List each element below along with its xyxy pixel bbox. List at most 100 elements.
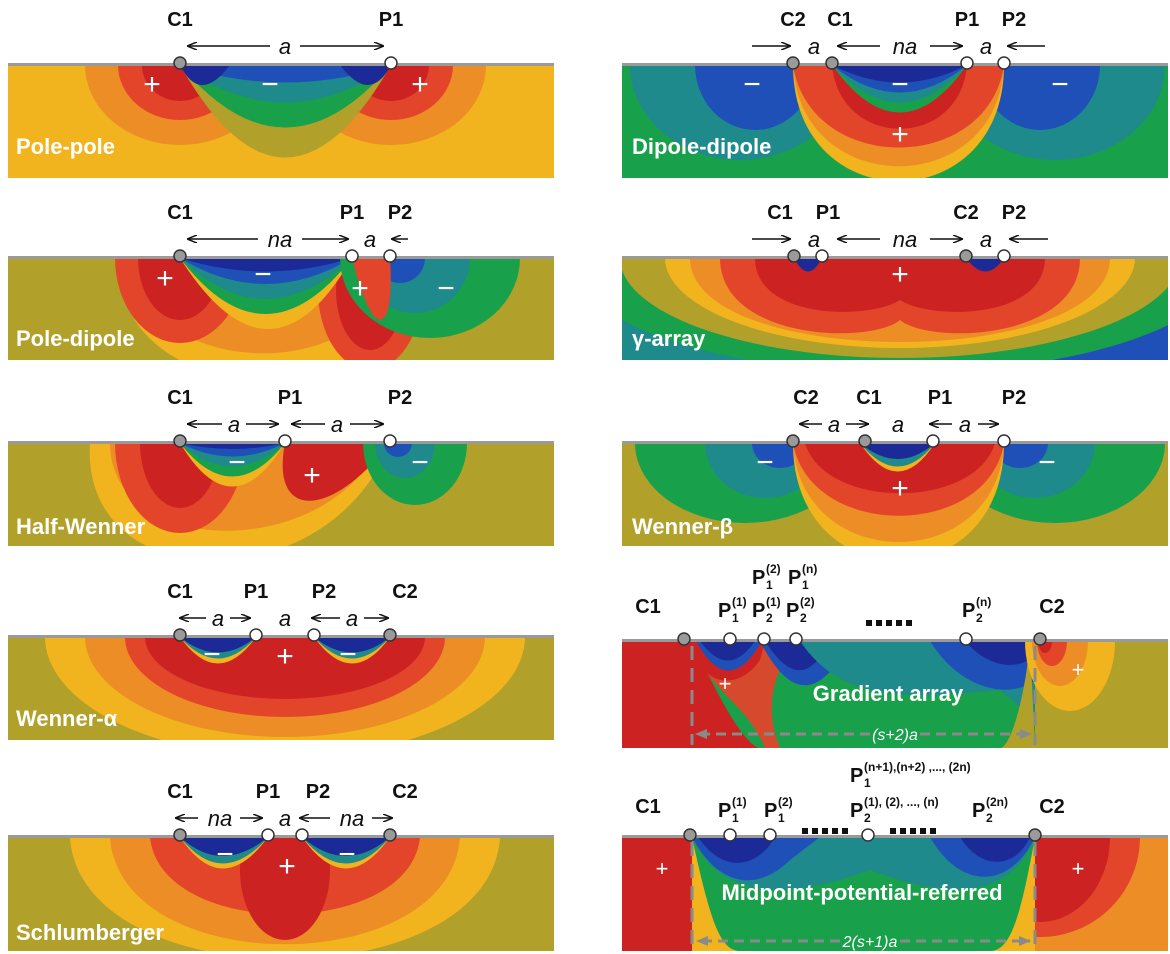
electrode-label: P2 xyxy=(1002,9,1026,31)
polarity-sign: − xyxy=(756,446,774,479)
electrode-label-p2-2n: P (2n) 2 xyxy=(972,795,1008,825)
current-electrode xyxy=(383,628,397,642)
current-electrode xyxy=(825,56,839,70)
svg-text:P: P xyxy=(962,600,975,622)
svg-text:2: 2 xyxy=(986,811,993,825)
electrode-label: C2 xyxy=(1039,796,1065,818)
potential-electrode xyxy=(861,828,875,842)
section-schlumberger xyxy=(8,837,554,951)
svg-text:1: 1 xyxy=(778,811,785,825)
electrode-label: C1 xyxy=(167,581,193,603)
svg-text:1: 1 xyxy=(802,578,809,592)
polarity-sign: + xyxy=(276,640,294,673)
potential-electrode xyxy=(723,828,737,842)
electrode-label: C1 xyxy=(167,387,193,409)
polarity-sign: + xyxy=(143,68,161,101)
ellipsis-dots xyxy=(866,620,912,626)
potential-electrode xyxy=(997,249,1011,263)
electrode-label: P2 xyxy=(388,202,412,224)
svg-text:(n): (n) xyxy=(976,595,991,609)
polarity-sign: − xyxy=(203,638,221,671)
panel-title: Pole-dipole xyxy=(16,326,135,351)
electrode-label: P2 xyxy=(312,581,336,603)
electrode-label: P2 xyxy=(1002,202,1026,224)
labels-schlumberger: C1 P1 P2 C2 na a na − + − Schlumberger xyxy=(16,781,418,945)
labels-half-wenner: C1 P1 P2 a a − + − Half-Wenner xyxy=(16,387,429,539)
polarity-sign: + xyxy=(411,68,429,101)
current-electrode xyxy=(683,828,697,842)
electrode-label-p1-2: P (2) 1 xyxy=(752,562,781,592)
current-electrode xyxy=(173,249,187,263)
current-electrode xyxy=(677,632,691,646)
svg-text:P: P xyxy=(972,800,985,822)
section-gamma-array xyxy=(622,258,1168,360)
svg-text:1: 1 xyxy=(766,578,773,592)
potential-electrode xyxy=(278,434,292,448)
spacing-label: na xyxy=(340,806,364,831)
electrode-label: C2 xyxy=(392,781,418,803)
labels-pole-dipole: C1 P1 P2 na a + − + − Pole-dipole xyxy=(16,202,455,351)
section-pole-pole xyxy=(8,65,554,178)
polarity-sign: + xyxy=(891,258,909,291)
span-label: 2(s+1)a xyxy=(842,934,898,951)
electrode-label-p1-2: P (2) 1 xyxy=(764,795,793,825)
labels-dipole-dipole: C2 C1 P1 P2 a na a − − + − Dipole-dipole xyxy=(632,9,1069,159)
spacing-label: a xyxy=(828,412,840,437)
potential-electrode xyxy=(383,249,397,263)
spacing-label: a xyxy=(364,227,376,252)
svg-text:P: P xyxy=(718,600,731,622)
spacing-label: na xyxy=(893,227,917,252)
svg-text:P: P xyxy=(786,600,799,622)
panel-schlumberger xyxy=(8,837,554,951)
spacing-label: a xyxy=(279,806,291,831)
polarity-sign: + xyxy=(719,671,732,696)
section-half-wenner xyxy=(8,443,554,546)
potential-electrode xyxy=(261,828,275,842)
spacing-label: a xyxy=(279,606,291,631)
polarity-sign: − xyxy=(743,68,761,101)
potential-electrode xyxy=(960,56,974,70)
section-dipole-dipole xyxy=(622,65,1168,178)
electrode-label: C1 xyxy=(167,781,193,803)
panel-title: Half-Wenner xyxy=(16,514,146,539)
potential-electrode xyxy=(307,628,321,642)
svg-text:2: 2 xyxy=(864,811,871,825)
electrode-label: C1 xyxy=(167,202,193,224)
current-electrode xyxy=(173,628,187,642)
electrode-label-p2-n: P (n) 2 xyxy=(962,595,991,625)
polarity-sign: − xyxy=(437,272,455,305)
electrode-label-p2-1: P (1) 2 xyxy=(752,595,781,625)
electrode-label: C1 xyxy=(167,9,193,31)
panel-title: Pole-pole xyxy=(16,134,115,159)
polarity-sign: + xyxy=(278,850,296,883)
current-electrode xyxy=(786,434,800,448)
electrode-label: P1 xyxy=(244,581,268,603)
spacing-label: a xyxy=(228,412,240,437)
svg-text:2: 2 xyxy=(766,611,773,625)
svg-text:(2): (2) xyxy=(800,595,815,609)
polarity-sign: + xyxy=(351,272,369,305)
labels-wenner-alpha: C1 P1 P2 C2 a a a − + − Wenner-α xyxy=(16,581,418,731)
span-label: (s+2)a xyxy=(872,727,918,744)
svg-text:(1): (1) xyxy=(732,795,747,809)
potential-electrode xyxy=(789,632,803,646)
electrode-label: C1 xyxy=(635,796,661,818)
panel-title: Schlumberger xyxy=(16,920,164,945)
section-wenner-alpha xyxy=(8,637,554,740)
electrode-label: P1 xyxy=(379,9,403,31)
svg-text:(2): (2) xyxy=(766,562,781,576)
labels-wenner-beta: C2 C1 P1 P2 a a a − + − Wenner-β xyxy=(632,387,1056,539)
polarity-sign: − xyxy=(1038,446,1056,479)
svg-text:P: P xyxy=(850,800,863,822)
spacing-label: a xyxy=(980,227,992,252)
electrode-label: C2 xyxy=(793,387,819,409)
panel-title: Midpoint-potential-referred xyxy=(721,880,1002,905)
spacing-label: na xyxy=(893,34,917,59)
electrode-label-p1-n1-2n: P (n+1),(n+2) ,..., (2n) 1 xyxy=(850,760,971,790)
electrode-label: P2 xyxy=(306,781,330,803)
polarity-sign: + xyxy=(656,856,669,881)
section-midpoint-potential-referred xyxy=(622,837,1168,951)
panel-gamma-array xyxy=(622,258,1168,360)
panel-wenner-beta xyxy=(622,443,1168,546)
